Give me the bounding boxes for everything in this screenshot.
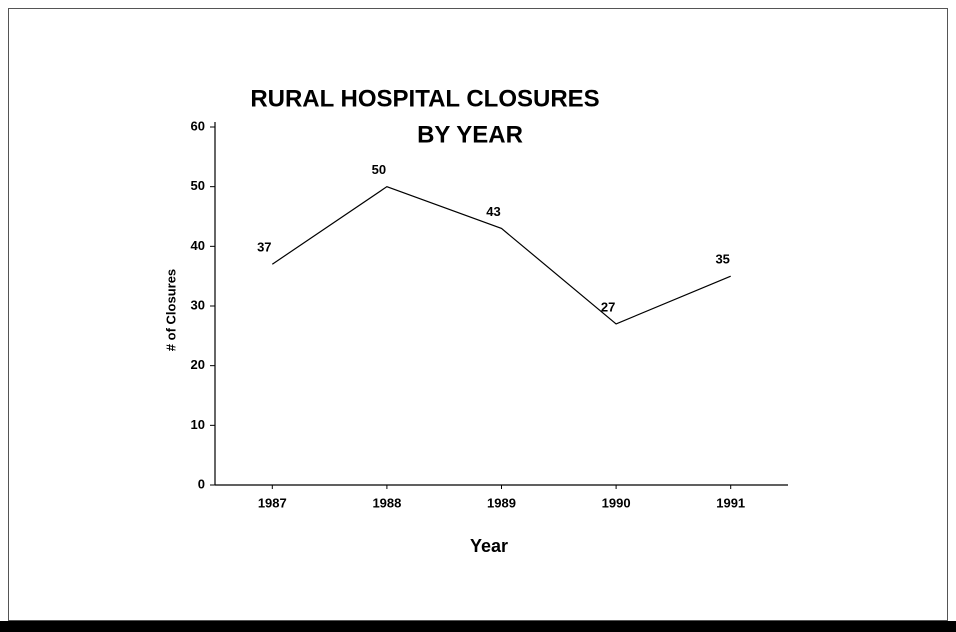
chart-title: BY YEAR: [417, 121, 523, 148]
x-tick-label: 1988: [372, 495, 401, 510]
data-label: 43: [486, 204, 500, 219]
x-tick-label: 1989: [487, 495, 516, 510]
frame: [8, 8, 948, 621]
x-tick-label: 1987: [258, 495, 287, 510]
data-label: 35: [715, 252, 729, 267]
y-tick-label: 20: [191, 357, 205, 372]
x-tick-label: 1991: [716, 495, 745, 510]
y-tick-label: 50: [191, 178, 205, 193]
chart-title: RURAL HOSPITAL CLOSURES: [250, 85, 599, 112]
data-label: 50: [372, 162, 386, 177]
y-tick-label: 60: [191, 118, 205, 133]
line: [271, 185, 731, 325]
y-tick-label: 40: [191, 238, 205, 253]
x-axis-title: Year: [470, 536, 508, 556]
y-tick-label: 0: [198, 476, 205, 491]
data-label: 37: [257, 240, 271, 255]
bottom-bar: [0, 621, 956, 632]
x-tick-label: 1990: [602, 495, 631, 510]
y-tick-label: 10: [191, 417, 205, 432]
y-tick-label: 30: [191, 297, 205, 312]
data-label: 27: [601, 299, 615, 314]
y-axis-title: # of Closures: [163, 269, 178, 351]
